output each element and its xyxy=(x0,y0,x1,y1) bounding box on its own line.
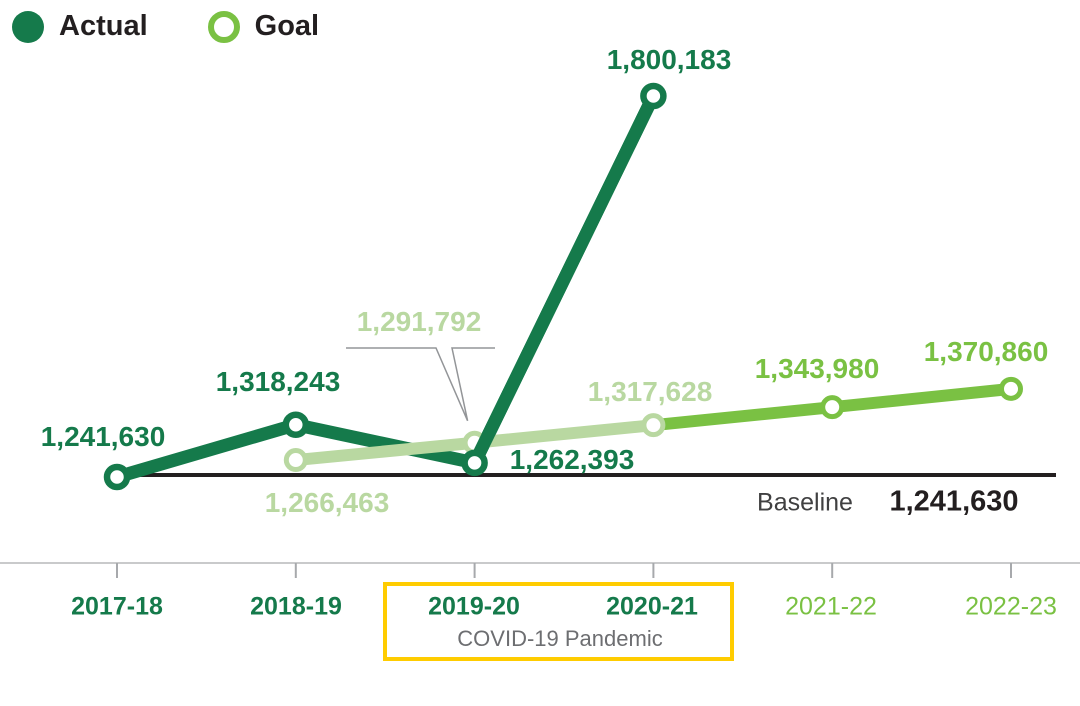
x-label-2019-20: 2019-20 xyxy=(428,592,520,621)
actual-point-2019-20 xyxy=(461,449,488,477)
x-label-2020-21: 2020-21 xyxy=(606,592,698,621)
x-label-2021-22: 2021-22 xyxy=(785,592,877,621)
goal-legend-marker-icon xyxy=(207,10,240,43)
legend: Actual Goal xyxy=(12,10,319,43)
value-label-goal-2022-23: 1,370,860 xyxy=(923,336,1049,367)
actual-point-2017-18 xyxy=(103,463,131,491)
value-label-actual-2018-19: 1,318,243 xyxy=(215,366,341,397)
actual-spike-segment xyxy=(468,93,660,466)
covid-annotation-label: COVID-19 Pandemic xyxy=(457,626,663,651)
x-label-2017-18: 2017-18 xyxy=(71,592,163,621)
value-label-goal-2020-21: 1,317,628 xyxy=(587,376,713,407)
actual-point-2020-21 xyxy=(640,82,667,110)
callout-leader-line xyxy=(346,347,495,422)
goal-point-2022-23 xyxy=(999,376,1023,401)
baseline-label: Baseline xyxy=(757,488,853,517)
value-label-actual-2017-18: 1,241,630 xyxy=(40,421,166,452)
goal-point-2018-19 xyxy=(283,448,308,473)
actual-legend-marker-icon xyxy=(12,10,44,43)
value-label-actual-2020-21: 1,800,183 xyxy=(606,44,732,75)
value-label-goal-2018-19: 1,266,463 xyxy=(264,487,390,518)
baseline-value: 1,241,630 xyxy=(889,485,1019,518)
actual-line xyxy=(115,93,660,484)
x-label-2022-23: 2022-23 xyxy=(965,592,1057,621)
x-label-2018-19: 2018-19 xyxy=(250,592,342,621)
goal-point-2021-22 xyxy=(820,395,845,420)
value-label-actual-2019-20: 1,262,393 xyxy=(509,444,635,475)
value-label-goal-2021-22: 1,343,980 xyxy=(754,353,880,384)
covid-annotation-box xyxy=(383,582,734,661)
value-label-goal-2019-20: 1,291,792 xyxy=(356,306,482,337)
actual-point-2018-19 xyxy=(282,411,310,438)
legend-actual-label: Actual xyxy=(59,10,148,42)
goal-point-2020-21 xyxy=(641,413,666,438)
legend-goal-label: Goal xyxy=(254,10,320,42)
